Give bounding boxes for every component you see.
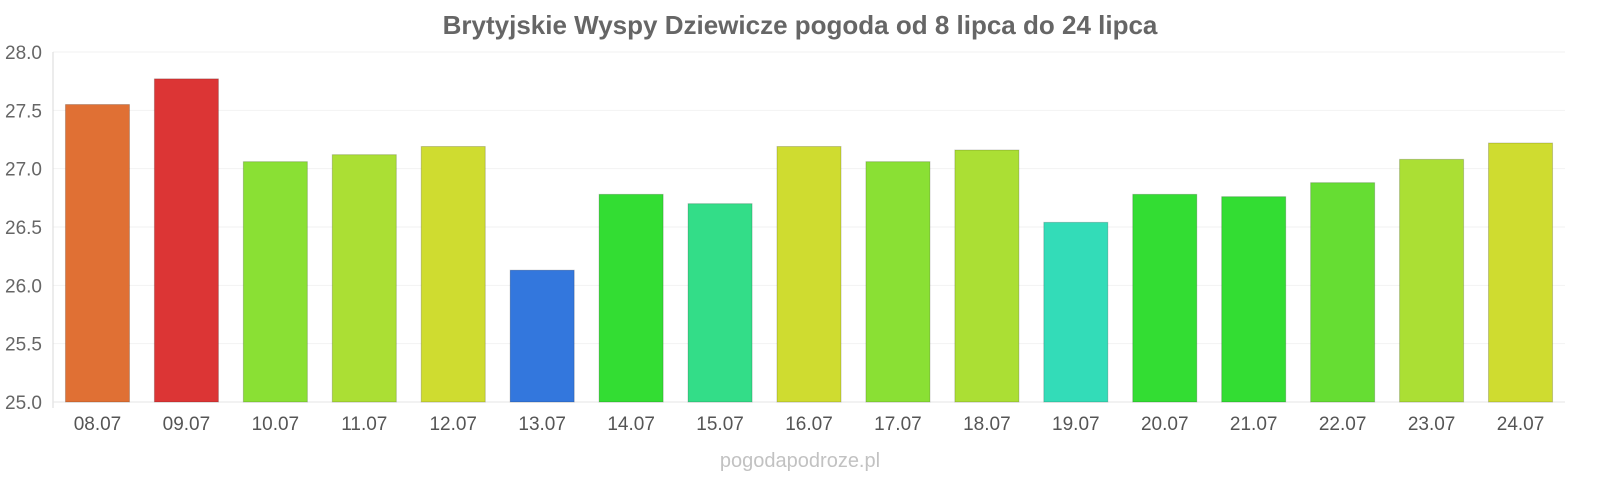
x-tick-label: 15.07	[696, 414, 744, 435]
bar-24.07[interactable]	[1488, 142, 1554, 403]
x-tick-label: 22.07	[1319, 414, 1367, 435]
x-tick-label: 17.07	[874, 414, 922, 435]
bar-14.07[interactable]	[598, 193, 664, 403]
x-tick-label: 19.07	[1052, 414, 1100, 435]
x-tick-label: 08.07	[74, 414, 122, 435]
x-tick-label: 10.07	[252, 414, 300, 435]
x-tick-label: 12.07	[429, 414, 477, 435]
bar-13.07[interactable]	[509, 269, 575, 403]
x-tick-label: 20.07	[1141, 414, 1189, 435]
bar-15.07[interactable]	[687, 203, 753, 403]
bars	[64, 78, 1554, 403]
bar-20.07[interactable]	[1132, 193, 1198, 403]
y-tick-label: 25.5	[5, 335, 42, 356]
x-tick-label: 18.07	[963, 414, 1011, 435]
y-tick-label: 26.5	[5, 218, 42, 239]
bar-22.07[interactable]	[1310, 182, 1376, 403]
y-tick-label: 25.0	[5, 393, 42, 414]
bar-23.07[interactable]	[1399, 158, 1465, 403]
x-tick-label: 13.07	[518, 414, 566, 435]
bar-09.07[interactable]	[153, 78, 219, 403]
bar-18.07[interactable]	[954, 149, 1020, 403]
bar-11.07[interactable]	[331, 154, 397, 403]
x-tick-label: 14.07	[607, 414, 655, 435]
x-tick-labels: 08.07 09.07 10.07 11.07 12.07 13.07 14.07 15.07…	[74, 414, 1545, 435]
x-tick-label: 09.07	[163, 414, 211, 435]
x-tick-label: 21.07	[1230, 414, 1278, 435]
bar-16.07[interactable]	[776, 146, 842, 403]
y-tick-label: 27.0	[5, 160, 42, 181]
chart-title: Brytyjskie Wyspy Dziewicze pogoda od 8 l…	[442, 10, 1158, 40]
bar-12.07[interactable]	[420, 146, 486, 403]
bar-21.07[interactable]	[1221, 196, 1287, 403]
x-tick-label: 23.07	[1408, 414, 1456, 435]
y-tick-labels: 25.0 25.5 26.0 26.5 27.0 27.5 28.0	[5, 43, 42, 414]
y-tick-label: 28.0	[5, 43, 42, 64]
bar-19.07[interactable]	[1043, 221, 1109, 403]
x-tick-label: 24.07	[1497, 414, 1545, 435]
y-tick-label: 27.5	[5, 101, 42, 122]
bar-10.07[interactable]	[242, 161, 308, 403]
watermark: pogodapodroze.pl	[719, 450, 881, 472]
bar-08.07[interactable]	[64, 104, 130, 403]
y-tick-label: 26.0	[5, 276, 42, 297]
bar-17.07[interactable]	[865, 161, 931, 403]
x-tick-label: 11.07	[341, 414, 387, 435]
x-tick-label: 16.07	[785, 414, 833, 435]
